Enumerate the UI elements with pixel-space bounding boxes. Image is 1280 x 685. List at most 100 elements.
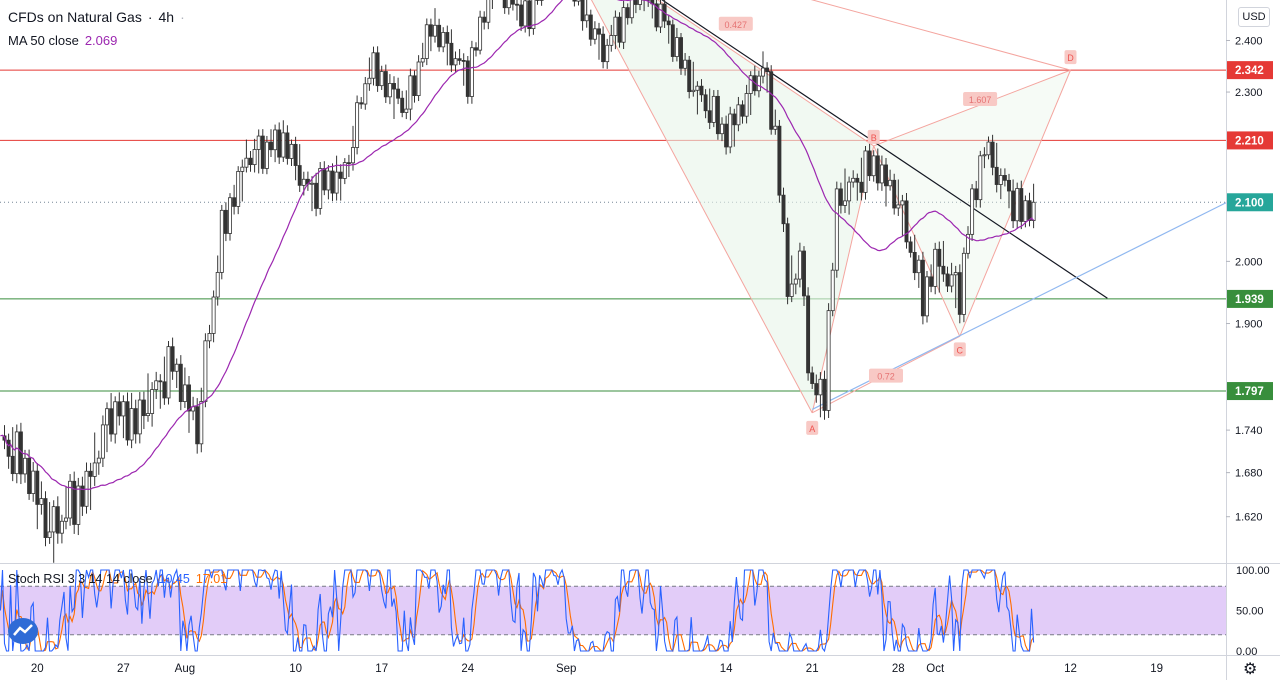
ma-label[interactable]: MA 50 close bbox=[8, 33, 79, 48]
candle-body bbox=[626, 8, 629, 18]
candle-body bbox=[708, 111, 711, 123]
candle-body bbox=[983, 155, 986, 156]
candle-body bbox=[327, 171, 330, 190]
candle-body bbox=[479, 17, 482, 50]
gear-icon[interactable]: ⚙ bbox=[1243, 659, 1257, 679]
candle-body bbox=[7, 440, 10, 456]
candle-body bbox=[417, 62, 420, 96]
candle-body bbox=[737, 105, 740, 125]
candle-body bbox=[48, 532, 51, 538]
candle-body bbox=[290, 144, 293, 158]
candle-body bbox=[893, 180, 896, 208]
candle-body bbox=[175, 364, 178, 371]
candle-body bbox=[520, 5, 523, 26]
price-tick-label: 1.740 bbox=[1235, 425, 1263, 437]
candle-body bbox=[581, 0, 584, 21]
candle-body bbox=[934, 249, 937, 286]
time-tick-label: 28 bbox=[892, 663, 905, 675]
candle-body bbox=[372, 53, 375, 78]
candle-body bbox=[610, 36, 613, 46]
candle-body bbox=[155, 381, 158, 390]
candle-body bbox=[200, 402, 203, 444]
stoch-tick-label: 50.00 bbox=[1236, 606, 1264, 618]
candle-body bbox=[602, 34, 605, 61]
candle-body bbox=[688, 60, 691, 91]
candle-body bbox=[524, 1, 527, 26]
candle-body bbox=[528, 1, 531, 29]
candle-body bbox=[1016, 189, 1019, 221]
candle-body bbox=[446, 32, 449, 43]
candle-body bbox=[425, 25, 428, 59]
interval-label[interactable]: 4h bbox=[159, 9, 175, 25]
candle-body bbox=[770, 72, 773, 130]
candle-body bbox=[474, 48, 477, 50]
time-tick-label: 19 bbox=[1150, 663, 1163, 675]
time-tick-label: 27 bbox=[117, 663, 130, 675]
candle-body bbox=[589, 15, 592, 39]
candle-body bbox=[163, 382, 166, 398]
candle-body bbox=[265, 142, 268, 168]
candle-body bbox=[397, 89, 400, 98]
price-badge-label: 1.939 bbox=[1235, 294, 1264, 306]
candle-body bbox=[794, 279, 797, 284]
time-tick-label: 17 bbox=[375, 663, 388, 675]
price-tick-label: 2.300 bbox=[1235, 87, 1263, 99]
candle-body bbox=[220, 210, 223, 272]
symbol-title[interactable]: CFDs on Natural Gas bbox=[8, 9, 142, 25]
candle-body bbox=[733, 114, 736, 125]
candle-body bbox=[585, 15, 588, 21]
candle-body bbox=[146, 414, 149, 416]
time-tick-label: Sep bbox=[556, 663, 576, 675]
candle-body bbox=[761, 68, 764, 76]
candle-body bbox=[995, 167, 998, 184]
candle-body bbox=[577, 0, 580, 1]
candle-body bbox=[56, 507, 59, 534]
candle-body bbox=[696, 86, 699, 90]
candle-body bbox=[438, 25, 441, 47]
candle-body bbox=[237, 171, 240, 206]
candle-body bbox=[216, 272, 219, 297]
candle-body bbox=[638, 0, 641, 4]
currency-badge[interactable]: USD bbox=[1238, 7, 1270, 27]
candle-body bbox=[171, 347, 174, 372]
candle-body bbox=[606, 45, 609, 61]
candle-body bbox=[876, 156, 879, 183]
candle-body bbox=[831, 270, 834, 310]
stoch-label[interactable]: Stoch RSI 3 3 14 14 close bbox=[8, 572, 153, 586]
stoch-k-value: 10.45 bbox=[159, 572, 190, 586]
candle-body bbox=[962, 253, 965, 314]
candle-body bbox=[212, 297, 215, 333]
candle-body bbox=[507, 0, 510, 8]
candle-body bbox=[618, 17, 621, 42]
candle-body bbox=[315, 183, 318, 208]
candle-body bbox=[40, 499, 43, 505]
candle-body bbox=[815, 384, 818, 395]
candle-body bbox=[684, 60, 687, 68]
candle-body bbox=[28, 458, 31, 493]
candle-body bbox=[622, 8, 625, 43]
candle-body bbox=[130, 409, 133, 440]
candle-body bbox=[909, 242, 912, 253]
candle-body bbox=[97, 458, 100, 463]
tradingview-logo-icon bbox=[8, 618, 38, 644]
candle-body bbox=[511, 0, 514, 4]
candle-body bbox=[278, 130, 281, 157]
candle-body bbox=[142, 400, 145, 416]
candle-body bbox=[462, 60, 465, 61]
candle-body bbox=[73, 481, 76, 524]
pattern-ratio-label: 1.607 bbox=[969, 95, 992, 105]
candle-body bbox=[515, 4, 518, 5]
candle-body bbox=[679, 38, 682, 69]
candle-body bbox=[274, 130, 277, 150]
candle-body bbox=[1012, 191, 1015, 221]
time-tick-label: Aug bbox=[175, 663, 195, 675]
candle-body bbox=[827, 311, 830, 411]
candle-body bbox=[925, 277, 928, 316]
candle-body bbox=[667, 21, 670, 25]
candle-body bbox=[905, 201, 908, 242]
pattern-point-label-A: A bbox=[809, 424, 815, 434]
candle-body bbox=[917, 260, 920, 272]
candle-body bbox=[392, 83, 395, 89]
candle-body bbox=[105, 409, 108, 425]
candle-body bbox=[224, 210, 227, 233]
